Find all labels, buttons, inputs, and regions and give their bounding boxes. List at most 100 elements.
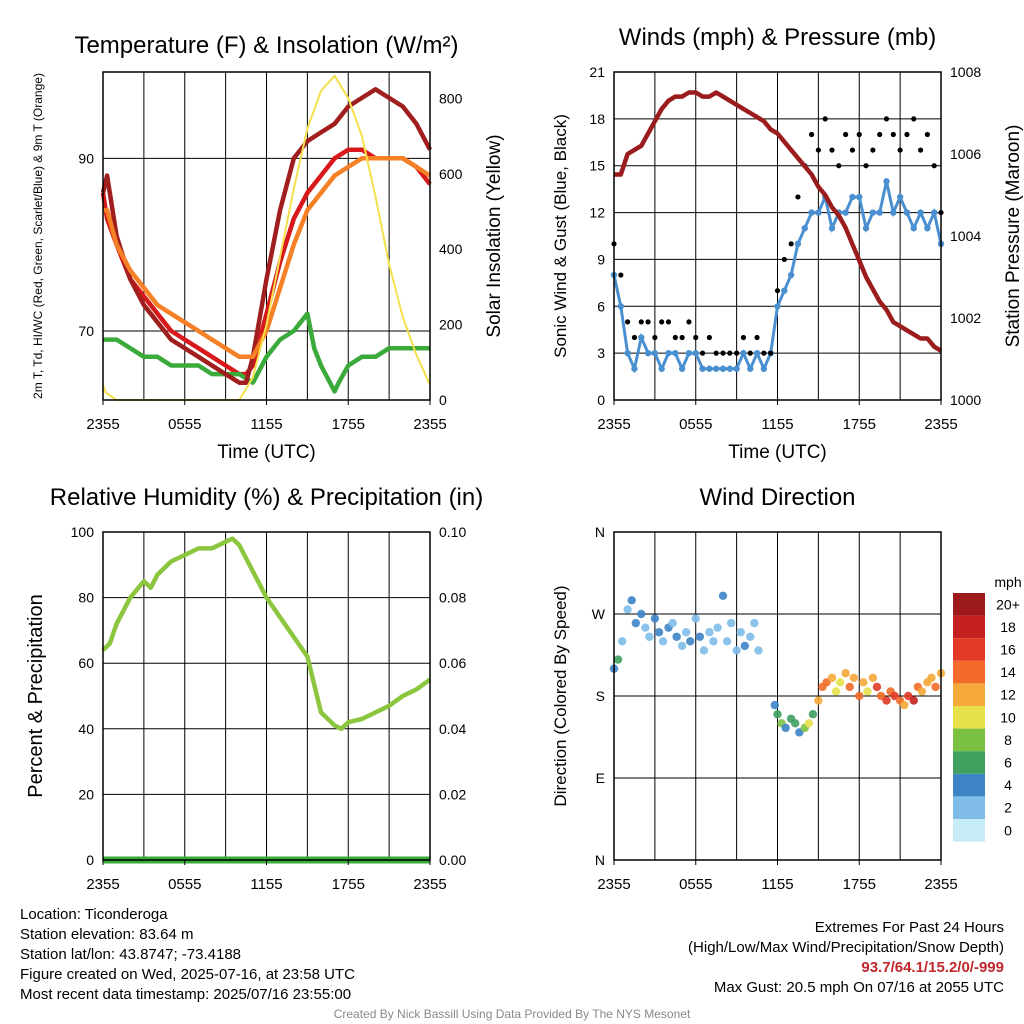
gust-point [740,334,747,341]
wind-direction-point [882,696,891,705]
y-tick-label: 21 [589,64,605,80]
y2-tick-label: 0.10 [439,524,466,540]
gust-point [890,131,896,138]
legend-swatch [953,728,985,752]
extremes-subtitle: (High/Low/Max Wind/Precipitation/Snow De… [688,939,1004,956]
created-text: Figure created on Wed, 2025-07-16, at 23… [20,966,355,983]
wind-direction-point [682,628,691,637]
wind-direction-point [931,682,940,692]
legend-label: 6 [1004,755,1012,771]
latlon-text: Station lat/lon: 43.8747; -73.4188 [20,946,242,963]
gust-point [706,334,712,341]
gust-point [625,319,631,325]
x-tick-label: 0555 [168,416,201,433]
x-tick-label: 1755 [843,416,876,433]
y-tick-label: 60 [78,655,94,671]
y-tick-label: N [595,852,605,868]
wind-direction-point [835,678,845,687]
x-tick-label: 2355 [413,876,446,893]
gust-point [795,194,801,200]
wind-direction-point [695,632,705,641]
x-tick-label: 2355 [86,416,119,433]
gust-point [781,256,787,263]
y-tick-label: 100 [71,524,95,540]
y-axis-label: Percent & Precipitation [25,594,47,797]
station-info: Location: Ticonderoga Station elevation:… [20,905,355,1005]
gust-point [836,163,842,169]
wind-direction-point [868,673,878,682]
legend-title: mph [994,574,1021,590]
wind-direction-point [736,628,745,637]
x-tick-label: 2355 [597,876,630,893]
y2-tick-label: 1002 [950,310,981,326]
wind-direction-point [631,618,640,628]
y-tick-label: W [592,606,606,622]
chart-title: Wind Direction [699,484,855,511]
y-axis-label: 2m T, Td, HI/WC (Red, Green, Scarlet/Blu… [31,73,45,399]
wind-direction-point [677,641,687,651]
legend-swatch [953,638,985,661]
wind-direction-point [627,596,636,605]
legend-swatch [953,683,985,706]
wind-direction-point [754,646,763,655]
legend-swatch [953,593,985,616]
credit-text: Created By Nick Bassill Using Data Provi… [333,1007,691,1021]
gust-point [808,131,815,138]
chart-title: Relative Humidity (%) & Precipitation (i… [50,484,483,511]
gust-point [720,350,726,356]
gust-point [713,350,719,356]
y2-tick-label: 400 [439,241,463,257]
wind-direction-point [691,614,700,623]
gust-point [686,319,692,325]
y-tick-label: N [595,524,605,540]
wind-direction-point [654,628,664,637]
y-tick-label: 20 [78,786,94,802]
y2-tick-label: 1004 [950,228,981,244]
gust-point [870,147,876,153]
legend-swatch [953,660,985,684]
legend-swatch [953,796,985,819]
elevation-text: Station elevation: 83.64 m [20,926,194,943]
gust-point [856,131,862,138]
legend-label: 2 [1004,800,1012,816]
wind-direction-point [672,632,681,641]
y2-tick-label: 0.02 [439,786,466,802]
wind-direction-point [686,637,695,646]
gust-point [849,147,856,153]
y2-tick-label: 0.08 [439,590,466,606]
y2-tick-label: 600 [439,166,463,182]
y-tick-label: 9 [597,251,605,267]
legend-swatch [953,819,985,842]
wind-direction-point [650,614,660,623]
x-tick-label: 0555 [679,876,712,893]
gust-point [631,334,638,341]
x-tick-label: 0555 [679,416,712,433]
wind-direction-point [713,623,722,632]
wind-direction-point [699,646,709,655]
wind-direction-point [804,719,814,728]
gust-point [638,319,644,325]
wind-direction-point [872,682,882,692]
wind-direction-point [845,682,854,692]
wind-direction-point [863,687,872,696]
gust-point [774,288,781,294]
gust-point [727,350,733,356]
y-axis-label: Sonic Wind & Gust (Blue, Black) [551,114,570,358]
gust-point [618,272,624,278]
x-tick-label: 1155 [761,416,793,433]
extremes-values: 93.7/64.1/15.2/0/-999 [861,959,1004,976]
y2-tick-label: 1006 [950,146,981,162]
wind-direction-point [637,609,646,619]
gust-point [815,147,821,153]
wind-direction-point [641,623,650,632]
y-tick-label: 0 [86,852,94,868]
x-axis-label: Time (UTC) [217,442,316,463]
y-tick-label: 90 [78,150,94,166]
wind-direction-point [617,637,627,646]
wind-direction-point [722,637,732,646]
chart-title: Temperature (F) & Insolation (W/m²) [74,32,458,59]
gust-point [877,131,883,138]
wind-direction-point [917,687,927,696]
chart-title: Winds (mph) & Pressure (mb) [619,24,936,51]
